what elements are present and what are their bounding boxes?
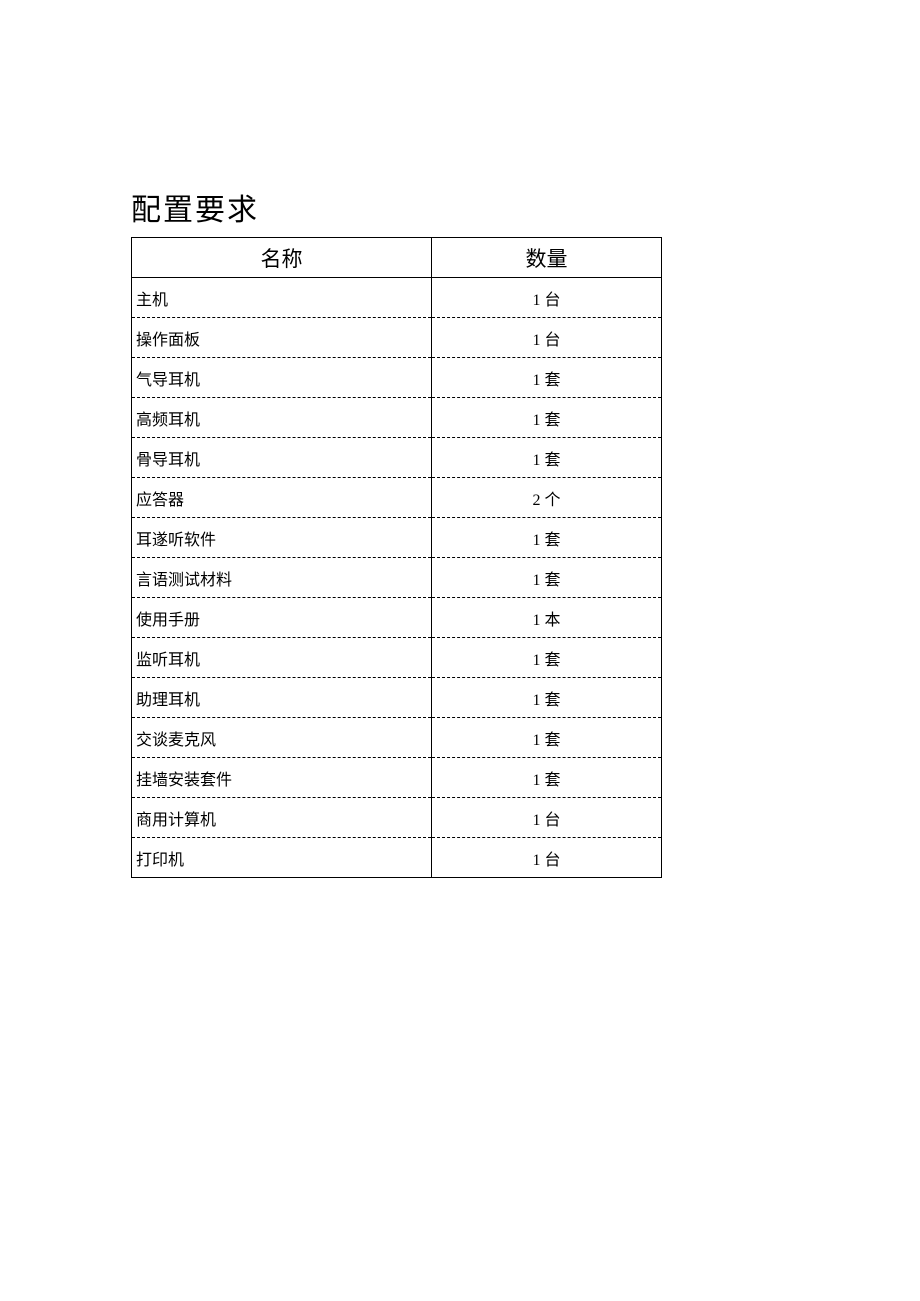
cell-qty: 1 套 [432, 398, 662, 438]
table-row: 监听耳机1 套 [132, 638, 662, 678]
cell-name: 商用计算机 [132, 798, 432, 838]
cell-qty: 1 套 [432, 678, 662, 718]
cell-qty: 1 台 [432, 318, 662, 358]
cell-name: 监听耳机 [132, 638, 432, 678]
col-header-qty: 数量 [432, 238, 662, 278]
cell-name: 应答器 [132, 478, 432, 518]
cell-name: 高频耳机 [132, 398, 432, 438]
cell-name: 挂墙安装套件 [132, 758, 432, 798]
table-row: 高频耳机1 套 [132, 398, 662, 438]
cell-qty: 1 本 [432, 598, 662, 638]
cell-name: 交谈麦克风 [132, 718, 432, 758]
cell-qty: 1 台 [432, 278, 662, 318]
config-table: 名称 数量 主机1 台 操作面板1 台 气导耳机1 套 高频耳机1 套 骨导耳机… [131, 237, 662, 878]
table-row: 耳遂听软件1 套 [132, 518, 662, 558]
cell-name: 主机 [132, 278, 432, 318]
table-row: 商用计算机1 台 [132, 798, 662, 838]
table-row: 挂墙安装套件1 套 [132, 758, 662, 798]
cell-qty: 1 套 [432, 718, 662, 758]
page-title: 配置要求 [131, 185, 661, 229]
cell-qty: 1 套 [432, 558, 662, 598]
document-page: 配置要求 名称 数量 主机1 台 操作面板1 台 气导耳机1 套 高频耳机1 套… [0, 0, 661, 878]
cell-qty: 1 套 [432, 358, 662, 398]
table-row: 打印机1 台 [132, 838, 662, 878]
table-row: 应答器2 个 [132, 478, 662, 518]
cell-qty: 1 套 [432, 518, 662, 558]
table-row: 气导耳机1 套 [132, 358, 662, 398]
cell-name: 骨导耳机 [132, 438, 432, 478]
table-header-row: 名称 数量 [132, 238, 662, 278]
table-row: 助理耳机1 套 [132, 678, 662, 718]
cell-qty: 1 台 [432, 838, 662, 878]
table-row: 主机1 台 [132, 278, 662, 318]
cell-qty: 1 台 [432, 798, 662, 838]
cell-name: 气导耳机 [132, 358, 432, 398]
cell-name: 耳遂听软件 [132, 518, 432, 558]
cell-name: 言语测试材料 [132, 558, 432, 598]
table-row: 交谈麦克风1 套 [132, 718, 662, 758]
cell-name: 助理耳机 [132, 678, 432, 718]
table-row: 使用手册1 本 [132, 598, 662, 638]
cell-qty: 2 个 [432, 478, 662, 518]
cell-name: 打印机 [132, 838, 432, 878]
table-row: 骨导耳机1 套 [132, 438, 662, 478]
cell-qty: 1 套 [432, 638, 662, 678]
cell-qty: 1 套 [432, 758, 662, 798]
cell-name: 操作面板 [132, 318, 432, 358]
col-header-name: 名称 [132, 238, 432, 278]
cell-name: 使用手册 [132, 598, 432, 638]
table-row: 言语测试材料1 套 [132, 558, 662, 598]
table-row: 操作面板1 台 [132, 318, 662, 358]
cell-qty: 1 套 [432, 438, 662, 478]
